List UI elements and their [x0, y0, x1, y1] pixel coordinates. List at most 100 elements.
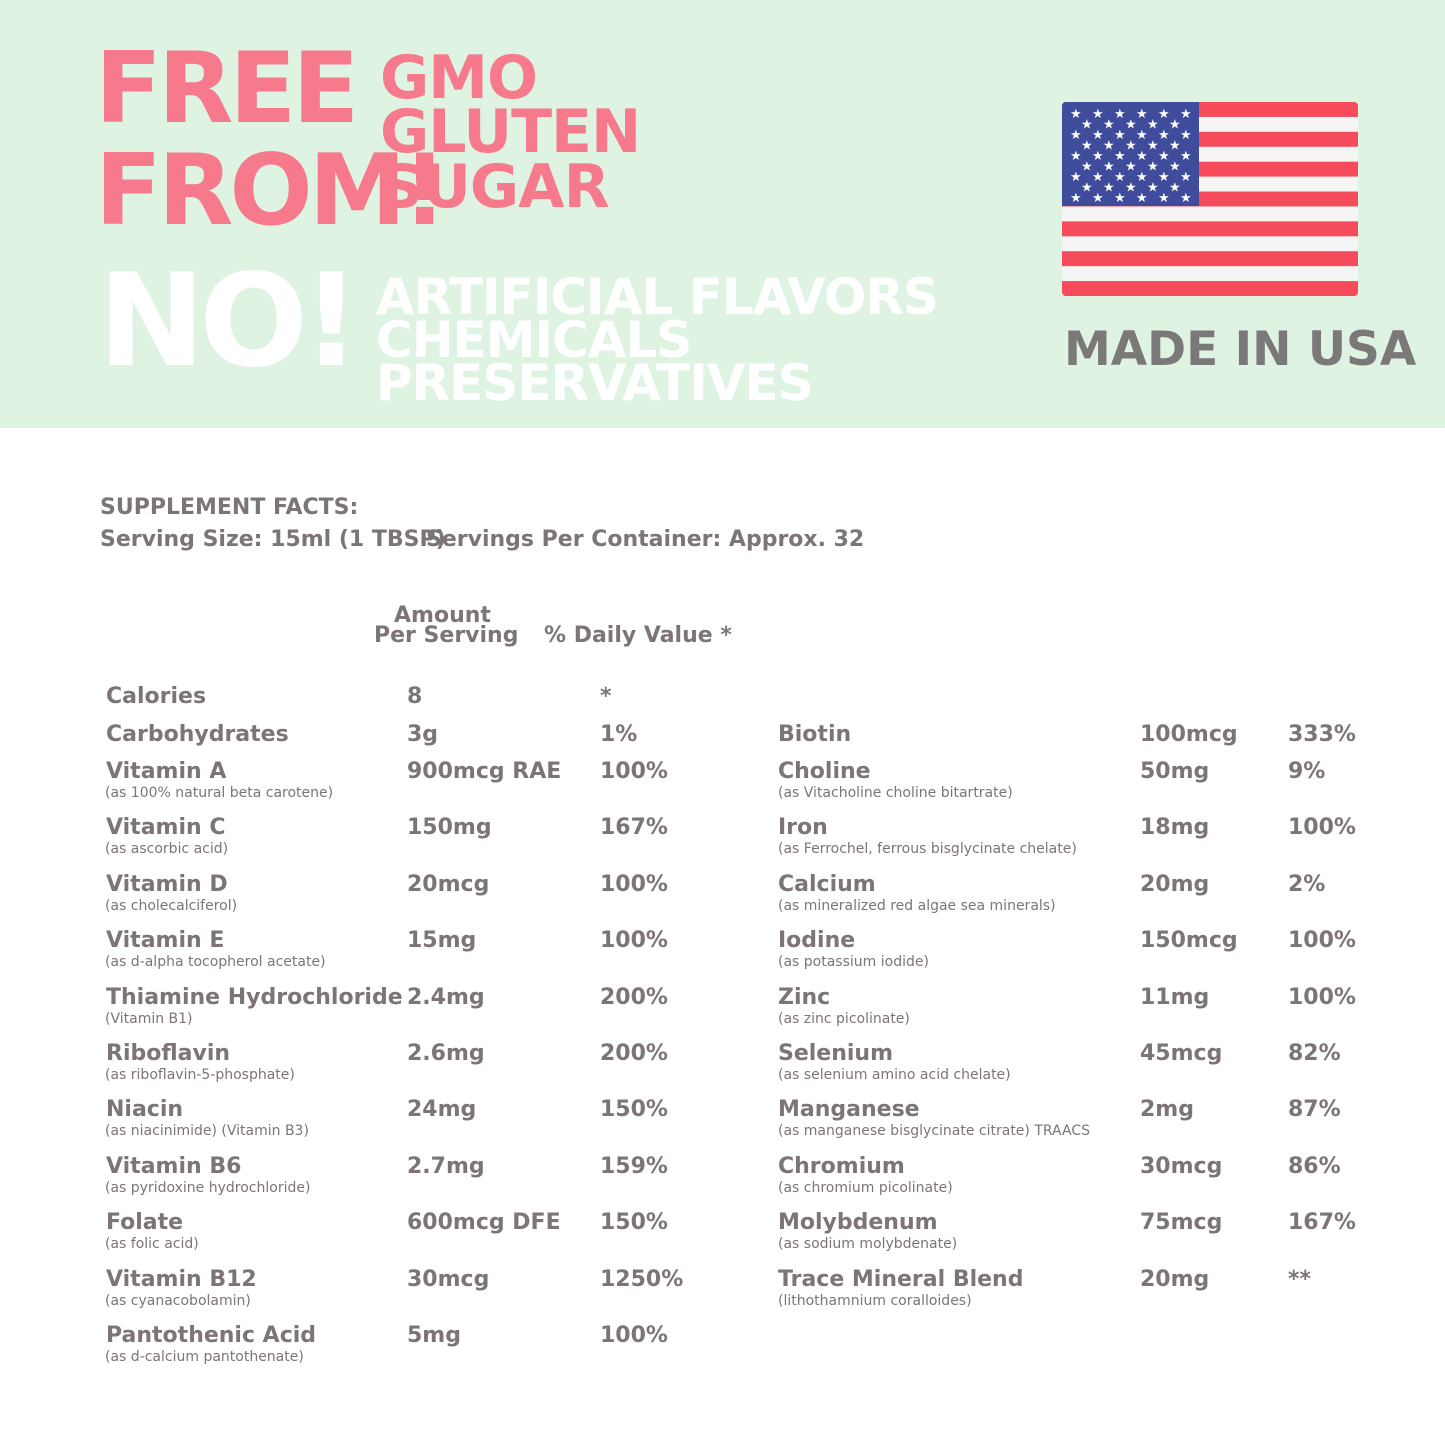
- nutrient-daily-value: 167%: [1288, 1210, 1356, 1236]
- nutrient-name: Carbohydrates: [106, 722, 289, 747]
- flag-stripe: [1062, 236, 1358, 252]
- nutrient-name: Niacin: [106, 1097, 184, 1123]
- nutrient-daily-value: 9%: [1288, 759, 1326, 784]
- nutrient-name: Vitamin B6: [106, 1153, 242, 1179]
- nutrient-amount: 30mcg: [407, 1266, 490, 1292]
- flag-star: ★: [1169, 118, 1181, 133]
- flag-star: ★: [1103, 139, 1115, 154]
- flag-star: ★: [1114, 170, 1126, 185]
- nutrient-daily-value: **: [1288, 1266, 1312, 1292]
- flag-star: ★: [1136, 128, 1148, 143]
- nutrient-name: Selenium: [778, 1041, 894, 1066]
- nutrient-name: Zinc: [778, 984, 831, 1010]
- nutrient-source: (lithothamnium coralloides): [778, 1292, 972, 1309]
- nutrient-amount: 150mcg: [1140, 928, 1238, 954]
- nutrient-name: Choline: [778, 759, 871, 784]
- flag-stripe: [1062, 221, 1358, 237]
- nutrient-amount: 45mcg: [1140, 1041, 1223, 1066]
- flag-star: ★: [1169, 181, 1181, 196]
- nutrient-amount: 11mg: [1140, 984, 1210, 1010]
- flag-star: ★: [1070, 107, 1082, 122]
- nutrient-name: Chromium: [778, 1153, 905, 1179]
- nutrient-daily-value: 200%: [600, 984, 668, 1010]
- nutrient-source: (as sodium molybdenate): [778, 1236, 958, 1253]
- nutrient-daily-value: 150%: [600, 1210, 668, 1236]
- nutrient-daily-value: 100%: [600, 928, 668, 954]
- flag-star: ★: [1147, 181, 1159, 196]
- nutrient-source: (as riboflavin-5-phosphate): [105, 1067, 295, 1083]
- flag-star: ★: [1103, 160, 1115, 175]
- nutrient-amount: 18mg: [1140, 815, 1210, 841]
- nutrient-amount: 20mcg: [407, 871, 490, 897]
- nutrient-amount: 900mcg RAE: [407, 759, 562, 784]
- nutrient-amount: 50mg: [1140, 759, 1210, 784]
- nutrient-daily-value: 2%: [1288, 871, 1326, 897]
- nutrient-amount: 75mcg: [1140, 1210, 1223, 1236]
- nutrient-name: Trace Mineral Blend: [778, 1266, 1024, 1292]
- nutrient-name: Iron: [778, 815, 828, 841]
- flag-canton: [1062, 102, 1199, 206]
- no-item-artificial-flavors: ARTIFICIAL FLAVORS: [376, 268, 939, 326]
- nutrient-daily-value: 167%: [600, 815, 668, 841]
- nutrient-amount: 15mg: [407, 928, 477, 954]
- nutrient-source: (as Ferrochel, ferrous bisglycinate chel…: [778, 841, 1077, 858]
- nutrient-daily-value: 159%: [600, 1153, 668, 1179]
- nutrient-amount: 8: [407, 684, 423, 709]
- nutrient-amount: 5mg: [407, 1323, 461, 1348]
- nutrient-daily-value: 87%: [1288, 1097, 1341, 1123]
- nutrient-source: (as niacinimide) (Vitamin B3): [105, 1123, 309, 1140]
- nutrient-daily-value: 100%: [1288, 815, 1356, 841]
- no-item-preservatives: PRESERVATIVES: [376, 354, 814, 412]
- no-item-chemicals: CHEMICALS: [376, 311, 692, 369]
- column-header-per-serving: Per Serving: [374, 623, 519, 648]
- nutrient-source: (as cyanacobolamin): [105, 1292, 251, 1309]
- flag-star: ★: [1081, 118, 1093, 133]
- flag-star: ★: [1125, 118, 1137, 133]
- nutrient-daily-value: 1%: [600, 722, 638, 747]
- flag-star: ★: [1092, 170, 1104, 185]
- flag-star: ★: [1158, 128, 1170, 143]
- nutrient-amount: 24mg: [407, 1097, 477, 1123]
- nutrient-name: Vitamin C: [106, 815, 226, 841]
- nutrient-source: (as d-calcium pantothenate): [105, 1349, 304, 1365]
- flag-star: ★: [1136, 107, 1148, 122]
- nutrient-amount: 100mcg: [1140, 722, 1238, 747]
- flag-star: ★: [1136, 149, 1148, 164]
- flag-star: ★: [1180, 170, 1192, 185]
- flag-stripe: [1062, 281, 1358, 296]
- nutrient-amount: 20mg: [1140, 871, 1210, 897]
- nutrient-amount: 2.6mg: [407, 1041, 485, 1066]
- flag-star: ★: [1158, 149, 1170, 164]
- nutrient-source: (as ascorbic acid): [105, 841, 229, 858]
- flag-star: ★: [1070, 191, 1082, 206]
- nutrient-source: (as chromium picolinate): [778, 1179, 953, 1196]
- flag-stripe: [1062, 251, 1358, 267]
- flag-star: ★: [1103, 118, 1115, 133]
- no-label: NO!: [98, 247, 360, 396]
- made-in-usa-label: MADE IN USA: [1064, 322, 1417, 377]
- nutrient-name: Vitamin D: [106, 871, 228, 897]
- nutrient-name: Manganese: [778, 1097, 920, 1123]
- flag-star: ★: [1070, 149, 1082, 164]
- flag-star: ★: [1180, 128, 1192, 143]
- flag-star: ★: [1136, 191, 1148, 206]
- nutrient-amount: 2.4mg: [407, 984, 485, 1010]
- nutrient-daily-value: 100%: [600, 1323, 668, 1348]
- nutrient-name: Riboflavin: [106, 1041, 231, 1066]
- flag-star: ★: [1070, 170, 1082, 185]
- nutrient-source: (as zinc picolinate): [778, 1010, 910, 1027]
- flag-star: ★: [1180, 191, 1192, 206]
- flag-star: ★: [1158, 191, 1170, 206]
- nutrient-daily-value: 1250%: [600, 1266, 684, 1292]
- flag-star: ★: [1180, 149, 1192, 164]
- flag-star: ★: [1114, 191, 1126, 206]
- nutrient-name: Vitamin A: [106, 759, 227, 784]
- flag-star: ★: [1092, 128, 1104, 143]
- serving-size: Serving Size: 15ml (1 TBSP): [100, 527, 446, 552]
- nutrient-daily-value: 333%: [1288, 722, 1356, 747]
- nutrient-daily-value: 100%: [1288, 984, 1356, 1010]
- nutrient-name: Vitamin B12: [106, 1266, 257, 1292]
- nutrient-source: (Vitamin B1): [105, 1010, 193, 1027]
- us-flag-icon: ★ ★ ★ ★ ★ ★ ★ ★ ★ ★ ★ ★ ★ ★ ★ ★ ★ ★ ★ ★ ★ ★ ★ ★ ★ ★ ★ ★ ★ ★ ★ ★ ★ ★ ★ ★ ★ ★ ★ ★…: [1062, 102, 1358, 296]
- nutrient-daily-value: 150%: [600, 1097, 668, 1123]
